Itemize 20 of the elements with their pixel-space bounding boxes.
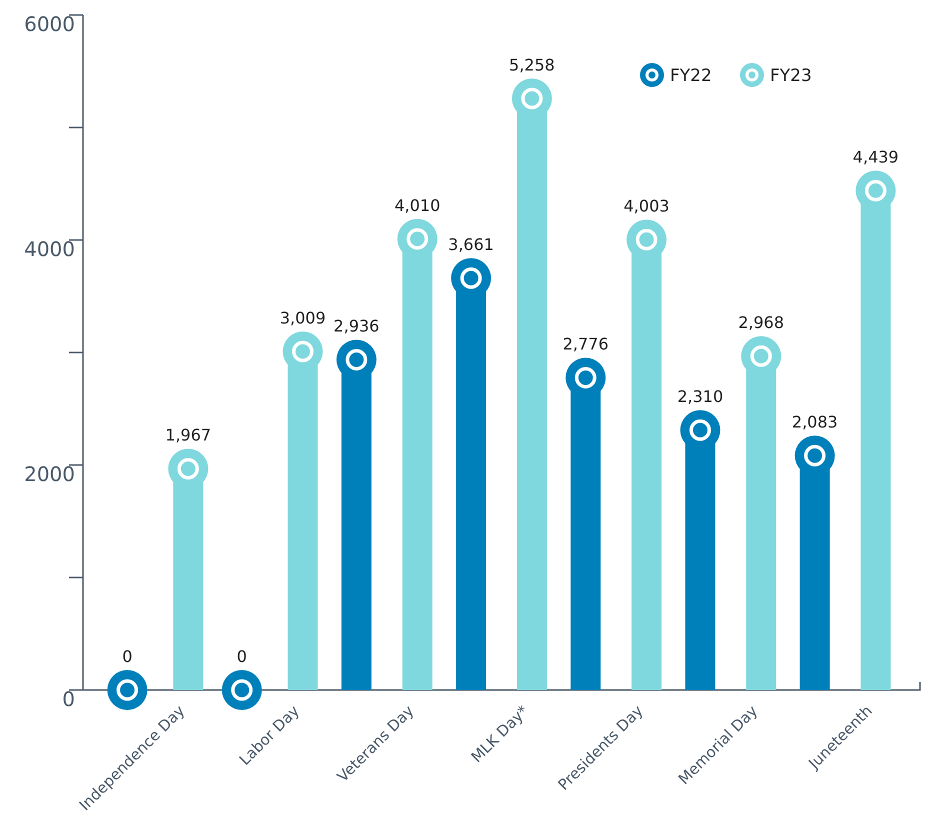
data-label: 5,258 bbox=[509, 55, 555, 74]
y-tick-label: 6000 bbox=[24, 12, 75, 36]
legend-label: FY22 bbox=[670, 66, 712, 86]
data-label: 3,009 bbox=[280, 308, 326, 328]
data-label: 1,967 bbox=[165, 426, 212, 445]
data-label: 2,310 bbox=[677, 387, 724, 406]
data-label: 2,776 bbox=[562, 334, 609, 354]
legend-label: FY23 bbox=[770, 66, 812, 86]
y-tick-label: 4000 bbox=[24, 237, 75, 261]
data-label: 2,968 bbox=[738, 313, 784, 332]
data-label: 4,010 bbox=[394, 196, 440, 215]
data-label: 3,661 bbox=[448, 235, 494, 254]
data-label: 2,083 bbox=[792, 412, 838, 432]
y-tick-label: 0 bbox=[62, 687, 75, 711]
data-label: 0 bbox=[236, 647, 247, 666]
data-label: 2,936 bbox=[334, 316, 380, 336]
y-tick-label: 2000 bbox=[24, 462, 75, 486]
data-label: 0 bbox=[122, 647, 132, 666]
data-label: 4,439 bbox=[852, 148, 899, 167]
data-label: 4,003 bbox=[624, 196, 670, 216]
